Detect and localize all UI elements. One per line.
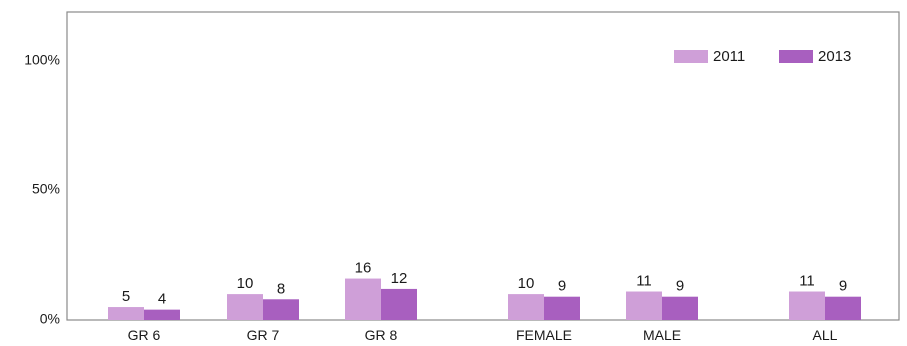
bar-2011-4 xyxy=(626,291,662,320)
legend: 2011 2013 xyxy=(674,48,851,65)
bar-2013-0 xyxy=(144,309,180,320)
y-axis-ticks: 0% 50% 100% xyxy=(24,52,60,327)
y-tick-50: 50% xyxy=(32,181,60,197)
bar-2011-2 xyxy=(345,278,381,320)
bar-2013-1 xyxy=(263,299,299,320)
bar-2011-5 xyxy=(789,291,825,320)
data-labels: 5 4 10 8 16 12 10 9 11 9 11 9 xyxy=(122,260,847,308)
data-label-2013-2: 12 xyxy=(391,270,408,287)
category-label-2: GR 8 xyxy=(365,327,398,343)
category-label-5: ALL xyxy=(813,327,838,343)
category-labels: GR 6 GR 7 GR 8 FEMALE MALE ALL xyxy=(128,327,838,343)
data-label-2011-5: 11 xyxy=(799,273,815,290)
data-label-2013-0: 4 xyxy=(158,291,166,308)
bar-2011-3 xyxy=(508,294,544,320)
data-label-2011-4: 11 xyxy=(636,273,652,290)
data-label-2013-3: 9 xyxy=(558,278,566,295)
bar-2011-1 xyxy=(227,294,263,320)
bar-2011-0 xyxy=(108,307,144,320)
data-label-2011-1: 10 xyxy=(237,275,254,292)
data-label-2011-2: 16 xyxy=(355,260,372,277)
y-tick-100: 100% xyxy=(24,52,60,68)
bars xyxy=(108,278,861,320)
category-label-0: GR 6 xyxy=(128,327,161,343)
data-label-2013-4: 9 xyxy=(676,278,684,295)
y-tick-0: 0% xyxy=(40,311,60,327)
category-label-1: GR 7 xyxy=(247,327,280,343)
legend-swatch-2013 xyxy=(779,50,813,63)
bar-2013-3 xyxy=(544,296,580,320)
legend-label-2011: 2011 xyxy=(713,48,745,65)
data-label-2013-5: 9 xyxy=(839,278,847,295)
data-label-2013-1: 8 xyxy=(277,280,285,297)
legend-swatch-2011 xyxy=(674,50,708,63)
legend-label-2013: 2013 xyxy=(818,48,851,65)
bar-2013-5 xyxy=(825,296,861,320)
plot-frame xyxy=(66,11,900,321)
bar-2013-4 xyxy=(662,296,698,320)
bar-2013-2 xyxy=(381,288,417,320)
category-label-4: MALE xyxy=(643,327,681,343)
category-label-3: FEMALE xyxy=(516,327,572,343)
data-label-2011-0: 5 xyxy=(122,288,130,305)
data-label-2011-3: 10 xyxy=(518,275,535,292)
